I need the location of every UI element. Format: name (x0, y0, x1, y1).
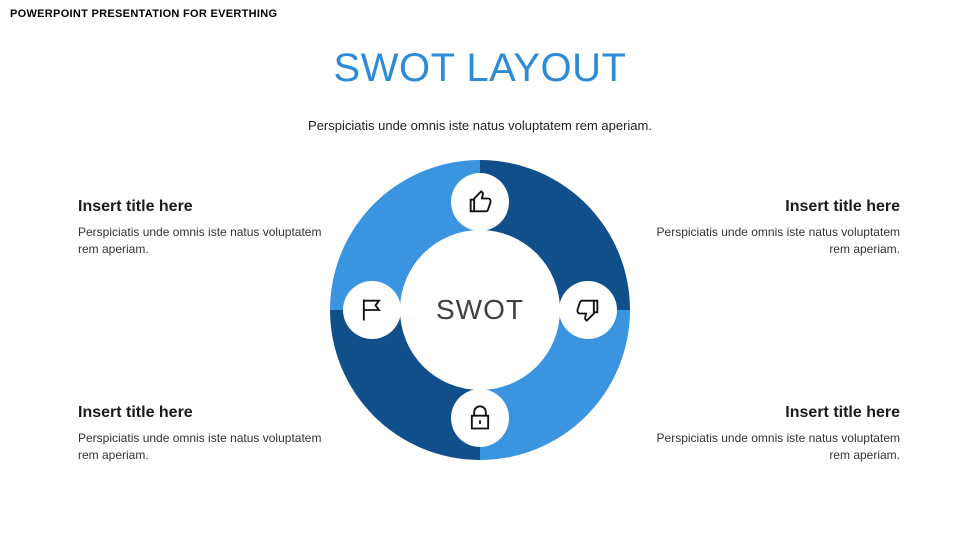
quad-body: Perspiciatis unde omnis iste natus volup… (78, 430, 338, 464)
quad-title: Insert title here (640, 198, 900, 216)
flag-icon (358, 296, 386, 324)
quad-bottom-left: Insert title here Perspiciatis unde omni… (78, 404, 338, 464)
lock-icon (466, 404, 494, 432)
quad-bottom-right: Insert title here Perspiciatis unde omni… (640, 404, 900, 464)
node-left (343, 281, 401, 339)
header-label: POWERPOINT PRESENTATION FOR EVERTHING (10, 8, 277, 20)
page-title: SWOT LAYOUT (0, 46, 960, 91)
thumbs-down-icon (574, 296, 602, 324)
page-subtitle: Perspiciatis unde omnis iste natus volup… (0, 118, 960, 133)
quad-title: Insert title here (640, 404, 900, 422)
quad-body: Perspiciatis unde omnis iste natus volup… (78, 224, 338, 258)
node-bottom (451, 389, 509, 447)
quad-body: Perspiciatis unde omnis iste natus volup… (640, 224, 900, 258)
thumbs-up-icon (466, 188, 494, 216)
swot-diagram: SWOT (330, 160, 630, 460)
quad-title: Insert title here (78, 198, 338, 216)
quad-top-right: Insert title here Perspiciatis unde omni… (640, 198, 900, 258)
node-right (559, 281, 617, 339)
quad-top-left: Insert title here Perspiciatis unde omni… (78, 198, 338, 258)
quad-title: Insert title here (78, 404, 338, 422)
center-label: SWOT (427, 257, 533, 363)
node-top (451, 173, 509, 231)
quad-body: Perspiciatis unde omnis iste natus volup… (640, 430, 900, 464)
